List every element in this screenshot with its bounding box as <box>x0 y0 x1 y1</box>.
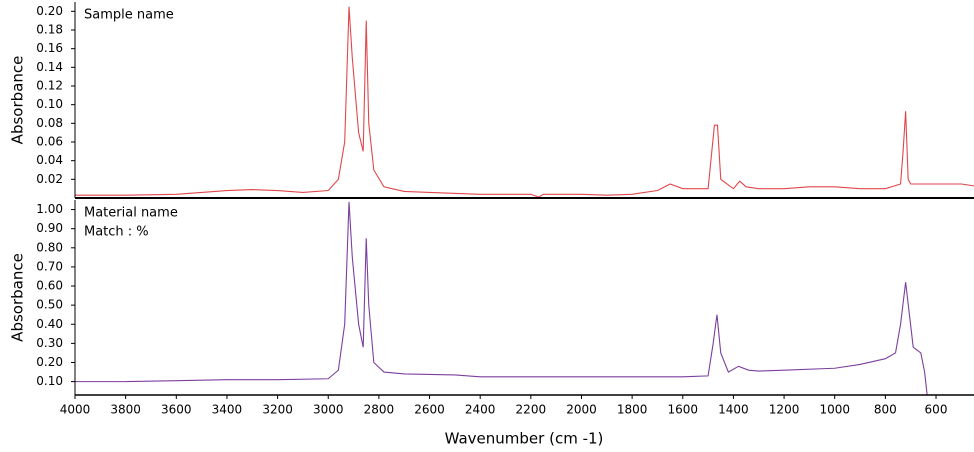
x-tick-label: 3400 <box>212 403 243 417</box>
spectrum-line <box>75 6 974 198</box>
spectrum-line <box>75 201 928 396</box>
y-tick-label: 0.06 <box>36 135 63 149</box>
y-tick-label: 0.40 <box>36 317 63 331</box>
y-axis-label: Absorbance <box>9 253 27 342</box>
x-tick-label: 1200 <box>769 403 800 417</box>
y-tick-label: 0.70 <box>36 259 63 273</box>
y-tick-label: 0.20 <box>36 4 63 18</box>
x-axis-label: Wavenumber (cm -1) <box>445 430 604 448</box>
x-tick-label: 4000 <box>60 403 91 417</box>
x-tick-label: 1800 <box>617 403 648 417</box>
y-tick-label: 0.20 <box>36 355 63 369</box>
x-tick-label: 3200 <box>262 403 293 417</box>
y-tick-label: 0.30 <box>36 336 63 350</box>
y-tick-label: 0.80 <box>36 240 63 254</box>
x-tick-label: 3800 <box>110 403 141 417</box>
x-tick-label: 3600 <box>161 403 192 417</box>
y-tick-label: 0.16 <box>36 41 63 55</box>
y-tick-label: 0.50 <box>36 298 63 312</box>
x-tick-label: 2000 <box>566 403 597 417</box>
y-tick-label: 0.14 <box>36 60 63 74</box>
y-axis-label: Absorbance <box>9 56 27 145</box>
x-tick-label: 3000 <box>313 403 344 417</box>
x-tick-label: 1600 <box>668 403 699 417</box>
y-tick-label: 0.18 <box>36 23 63 37</box>
x-tick-label: 2200 <box>516 403 547 417</box>
x-tick-label: 800 <box>874 403 897 417</box>
annotation: Match : % <box>84 225 149 240</box>
x-tick-label: 1400 <box>718 403 749 417</box>
y-tick-label: 0.04 <box>36 153 63 167</box>
annotation: Sample name <box>84 8 174 23</box>
x-tick-label: 1000 <box>819 403 850 417</box>
x-tick-label: 2600 <box>414 403 445 417</box>
y-tick-label: 1.00 <box>36 202 63 216</box>
y-tick-label: 0.60 <box>36 279 63 293</box>
y-tick-label: 0.08 <box>36 116 63 130</box>
x-tick-label: 600 <box>925 403 948 417</box>
x-tick-label: 2800 <box>364 403 395 417</box>
y-tick-label: 0.02 <box>36 172 63 186</box>
y-tick-label: 0.12 <box>36 79 63 93</box>
x-tick-label: 2400 <box>465 403 496 417</box>
y-tick-label: 0.10 <box>36 374 63 388</box>
y-tick-label: 0.90 <box>36 221 63 235</box>
annotation: Material name <box>84 206 178 221</box>
y-tick-label: 0.10 <box>36 97 63 111</box>
